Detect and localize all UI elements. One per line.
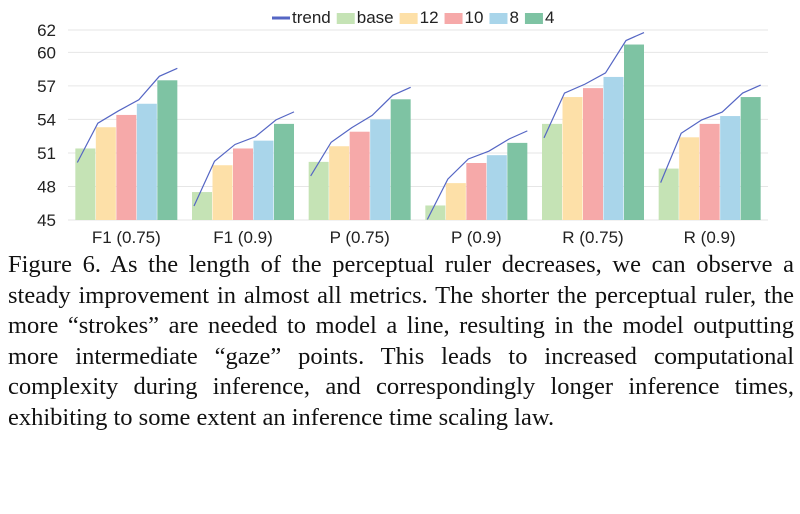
x-axis: F1 (0.75) F1 (0.9) P (0.75) P (0.9) R (0.75)… — [92, 228, 736, 247]
bar-10-1 — [233, 148, 253, 220]
bar-12-1 — [212, 165, 233, 220]
legend-swatch-4 — [524, 13, 543, 24]
bar-8-5 — [720, 116, 741, 220]
legend: trend base 12 10 8 4 — [272, 8, 554, 27]
bar-8-0 — [136, 103, 157, 220]
legend-label-trend: trend — [292, 8, 331, 27]
bar-4-4 — [624, 44, 644, 220]
bar-10-2 — [349, 131, 370, 220]
bar-12-3 — [445, 183, 466, 220]
x-tick-label: P (0.9) — [451, 228, 502, 247]
bar-base-4 — [542, 123, 562, 220]
x-tick-label: P (0.75) — [330, 228, 390, 247]
y-tick-label: 62 — [37, 21, 56, 40]
bar-base-1 — [192, 192, 212, 220]
legend-swatch-8 — [489, 13, 508, 24]
y-tick-label: 51 — [37, 144, 56, 163]
x-tick-label: R (0.75) — [562, 228, 623, 247]
grid-lines — [68, 29, 768, 221]
bar-12-2 — [329, 146, 350, 220]
bar-4-2 — [390, 99, 411, 220]
trend-lines — [76, 31, 761, 220]
trend-line-5 — [660, 84, 761, 183]
legend-label-12: 12 — [420, 8, 439, 27]
bar-8-1 — [253, 140, 274, 220]
x-tick-label: F1 (0.75) — [92, 228, 161, 247]
bar-12-5 — [679, 137, 700, 220]
legend-swatch-10 — [444, 13, 463, 24]
figure-caption: Figure 6. As the length of the perceptua… — [8, 251, 794, 431]
bar-12-0 — [95, 127, 116, 220]
trend-line-0 — [76, 67, 178, 163]
trend-line-2 — [310, 86, 411, 177]
legend-label-base: base — [357, 8, 394, 27]
bar-4-1 — [274, 123, 294, 220]
trend-line-3 — [426, 130, 528, 220]
y-tick-label: 45 — [37, 211, 56, 230]
bar-10-4 — [583, 88, 603, 220]
y-tick-label: 48 — [37, 177, 56, 196]
bars — [75, 44, 761, 220]
bar-8-3 — [486, 155, 507, 220]
bar-4-5 — [740, 97, 761, 220]
legend-label-4: 4 — [545, 8, 554, 27]
bar-8-2 — [370, 119, 391, 220]
bar-base-5 — [658, 168, 679, 220]
bar-4-3 — [507, 142, 528, 220]
trend-line-1 — [193, 111, 295, 207]
legend-swatch-12 — [399, 13, 418, 24]
legend-label-8: 8 — [509, 8, 518, 27]
legend-swatch-base — [336, 13, 355, 24]
y-axis: 45 48 51 54 57 60 62 — [37, 21, 56, 230]
bar-4-0 — [157, 80, 178, 220]
x-tick-label: F1 (0.9) — [213, 228, 273, 247]
x-tick-label: R (0.9) — [684, 228, 736, 247]
bar-10-5 — [699, 123, 720, 220]
bar-10-3 — [466, 163, 487, 220]
y-tick-label: 54 — [37, 110, 56, 129]
bar-base-2 — [308, 161, 329, 220]
bar-10-0 — [116, 114, 137, 220]
y-tick-label: 57 — [37, 77, 56, 96]
bar-8-4 — [603, 76, 624, 220]
bar-base-0 — [75, 148, 96, 220]
bar-12-4 — [562, 97, 583, 220]
bar-base-3 — [425, 205, 446, 220]
trend-line-4 — [543, 31, 645, 139]
y-tick-label: 60 — [37, 43, 56, 62]
legend-label-10: 10 — [465, 8, 484, 27]
